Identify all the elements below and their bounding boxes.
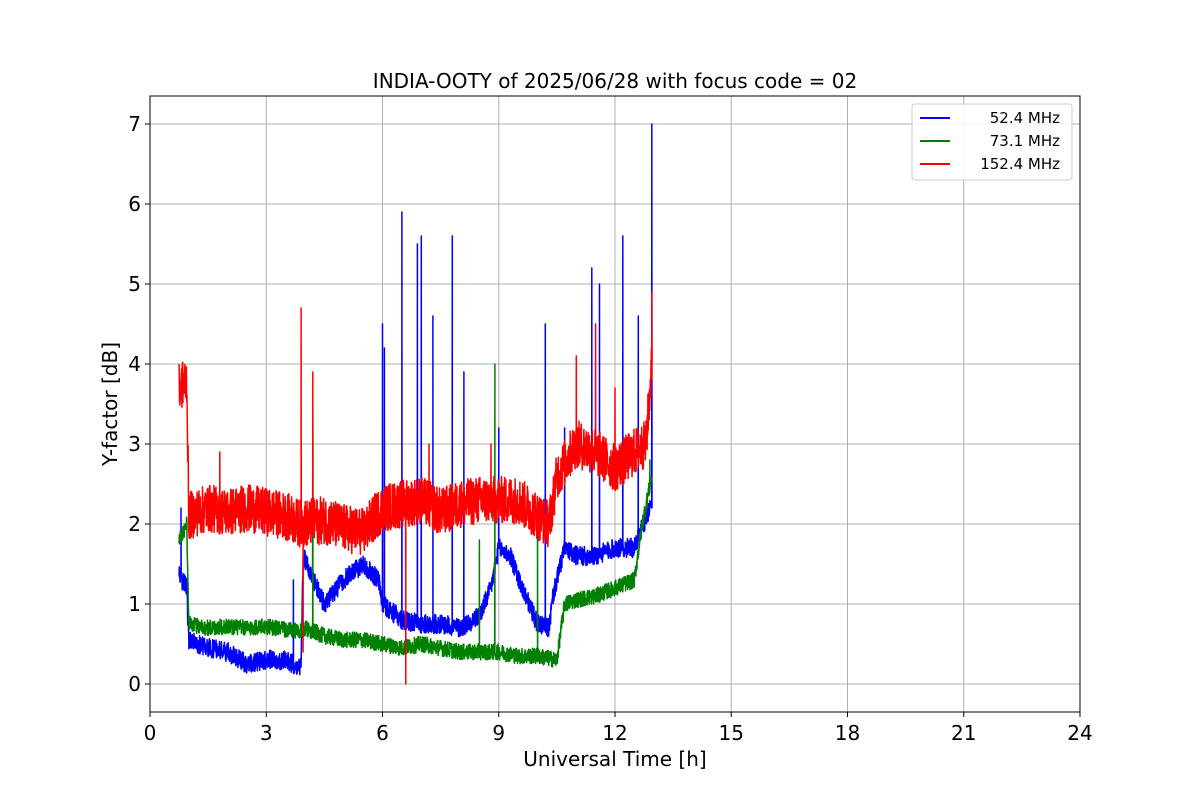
x-tick-label: 0 xyxy=(144,721,157,745)
y-axis-ticks: 0 1 2 3 4 5 6 7 xyxy=(128,112,150,696)
y-tick-label: 5 xyxy=(128,272,141,296)
x-tick-label: 21 xyxy=(951,721,976,745)
x-tick-label: 18 xyxy=(835,721,860,745)
y-tick-label: 6 xyxy=(128,192,141,216)
legend-label-0: 52.4 MHz xyxy=(990,109,1060,127)
x-tick-label: 9 xyxy=(492,721,505,745)
y-tick-label: 4 xyxy=(128,352,141,376)
y-axis-label: Y-factor [dB] xyxy=(98,342,122,467)
series-line-2 xyxy=(178,291,653,685)
x-axis-label: Universal Time [h] xyxy=(523,747,706,771)
y-tick-label: 0 xyxy=(128,672,141,696)
y-tick-label: 2 xyxy=(128,512,141,536)
series-line-1 xyxy=(178,363,653,668)
legend: 52.4 MHz 73.1 MHz 152.4 MHz xyxy=(911,103,1073,181)
series-lines xyxy=(178,123,653,685)
series-line-0 xyxy=(178,123,653,676)
y-tick-label: 3 xyxy=(128,432,141,456)
x-tick-label: 12 xyxy=(602,721,627,745)
x-tick-label: 3 xyxy=(260,721,273,745)
legend-label-2: 152.4 MHz xyxy=(980,155,1060,173)
y-tick-label: 1 xyxy=(128,592,141,616)
x-axis-ticks: 0 3 6 9 12 15 18 21 24 xyxy=(144,712,1093,745)
chart-title: INDIA-OOTY of 2025/06/28 with focus code… xyxy=(373,69,857,93)
legend-box xyxy=(911,103,1073,181)
y-tick-label: 7 xyxy=(128,112,141,136)
legend-label-1: 73.1 MHz xyxy=(990,132,1060,150)
x-tick-label: 6 xyxy=(376,721,389,745)
x-tick-label: 15 xyxy=(719,721,744,745)
x-tick-label: 24 xyxy=(1067,721,1092,745)
